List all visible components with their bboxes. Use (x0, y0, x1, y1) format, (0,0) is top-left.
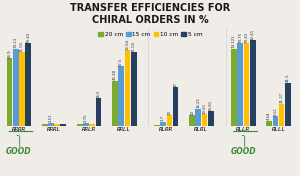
Text: 74.13: 74.13 (14, 37, 18, 48)
Bar (25, 43, 31, 126)
Text: 64.9: 64.9 (8, 49, 11, 58)
Bar (96, 98, 101, 126)
Bar (13, 49, 19, 126)
Text: ⎫: ⎫ (15, 134, 22, 146)
Bar (118, 66, 124, 126)
Text: 2.51: 2.51 (49, 114, 53, 122)
Text: 37: 37 (174, 82, 178, 87)
Text: 21.37: 21.37 (280, 92, 284, 103)
Bar (202, 114, 207, 126)
Bar (231, 49, 237, 126)
Text: 71.02: 71.02 (132, 40, 136, 52)
Bar (61, 124, 66, 126)
Bar (83, 123, 89, 126)
Bar (195, 109, 201, 126)
Text: 72.64: 72.64 (125, 39, 129, 50)
Text: 3.7: 3.7 (161, 115, 165, 121)
Text: 82.41: 82.41 (251, 29, 255, 40)
Bar (250, 40, 256, 126)
Bar (266, 121, 272, 126)
Text: 4.54: 4.54 (267, 112, 271, 120)
Text: GOOD: GOOD (6, 147, 32, 156)
Bar (167, 115, 172, 126)
Title: TRANSFER EFFICIENCIES FOR
CHIRAL ORDERS IN %: TRANSFER EFFICIENCIES FOR CHIRAL ORDERS … (70, 3, 230, 25)
Bar (131, 52, 137, 126)
Text: 79.43: 79.43 (26, 32, 30, 43)
Text: 43.48: 43.48 (113, 69, 117, 80)
Legend: 20 cm, 15 cm, 10 cm, 5 cm: 20 cm, 15 cm, 10 cm, 5 cm (96, 29, 205, 39)
Text: 74.121: 74.121 (232, 35, 236, 48)
Text: 57.5: 57.5 (119, 57, 123, 66)
Text: 9.12: 9.12 (273, 107, 278, 116)
Text: 13.81: 13.81 (209, 100, 213, 111)
Bar (154, 125, 160, 126)
Bar (237, 43, 243, 126)
Text: ⎫: ⎫ (240, 134, 247, 146)
Text: 79.75: 79.75 (238, 32, 242, 43)
Text: 71.01: 71.01 (20, 40, 24, 52)
Text: 41.5: 41.5 (286, 74, 290, 82)
Text: 2.75: 2.75 (84, 114, 88, 122)
Bar (124, 51, 130, 126)
Bar (279, 103, 284, 126)
Bar (285, 83, 291, 126)
Bar (189, 115, 195, 126)
Bar (112, 81, 118, 126)
Text: 16.21: 16.21 (196, 97, 200, 108)
Bar (7, 58, 12, 126)
Bar (160, 122, 166, 126)
Text: 79.43: 79.43 (244, 32, 248, 43)
Bar (54, 124, 60, 126)
Bar (272, 116, 278, 126)
Text: 10: 10 (190, 110, 194, 115)
Text: 10.81: 10.81 (202, 103, 206, 114)
Bar (244, 43, 249, 126)
Text: 10: 10 (167, 110, 171, 115)
Bar (89, 124, 95, 126)
Bar (77, 124, 83, 126)
Bar (173, 87, 178, 126)
Text: GOOD: GOOD (230, 147, 256, 156)
Bar (208, 111, 214, 126)
Text: 26.5: 26.5 (97, 89, 101, 98)
Bar (19, 52, 25, 126)
Bar (48, 123, 54, 126)
Bar (42, 124, 47, 126)
